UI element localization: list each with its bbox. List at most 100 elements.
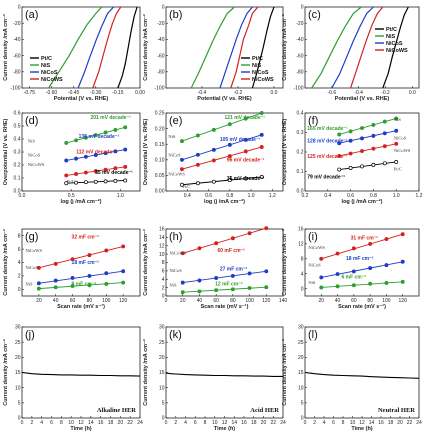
panel-label: (k) xyxy=(169,329,182,341)
x-tick-label: 4 xyxy=(323,420,326,426)
y-tick-label: 0 xyxy=(301,286,304,292)
legend-label: Pt/C xyxy=(386,27,397,33)
panel-label: (d) xyxy=(25,115,38,127)
data-point xyxy=(74,180,79,185)
y-tick-label: 0.20 xyxy=(155,126,165,132)
data-point xyxy=(103,179,108,184)
x-tick-label: 20 xyxy=(180,298,186,304)
x-tick-label: 20 xyxy=(319,298,325,304)
panel-caption: Acid HER xyxy=(250,407,279,414)
y-tick-label: 4 xyxy=(301,271,304,277)
slope-label: 27 mF cm⁻² xyxy=(220,267,248,273)
y-tick-label: -40 xyxy=(296,37,303,43)
y-tick-label: 2 xyxy=(18,274,21,280)
x-tick-label: 20 xyxy=(118,420,124,426)
x-tick-label: 0.5 xyxy=(68,193,75,199)
data-point xyxy=(195,152,200,157)
data-point xyxy=(335,284,340,289)
data-point xyxy=(360,149,364,153)
data-point xyxy=(121,269,126,274)
data-point xyxy=(230,236,235,241)
panel-caption: Neutral HER xyxy=(378,407,415,414)
y-tick-label: 25 xyxy=(298,340,304,346)
fit-line xyxy=(38,270,124,284)
data-point xyxy=(113,178,118,183)
legend-label: NiS xyxy=(41,63,51,69)
legend-label: Pt/C xyxy=(252,56,263,62)
data-point xyxy=(93,133,98,138)
data-point xyxy=(384,263,389,268)
data-point xyxy=(384,237,389,241)
data-point xyxy=(83,135,88,140)
slope-label: 35 mV decade⁻¹ xyxy=(227,176,265,182)
x-tick-label: 1.0 xyxy=(393,193,400,199)
x-axis-label: Potential (V vs. RHE) xyxy=(335,96,390,102)
fit-line xyxy=(38,245,124,269)
legend-label: NiS xyxy=(386,34,396,40)
y-tick-label: 10 xyxy=(298,385,304,391)
series-label: NiS xyxy=(170,283,178,288)
data-point xyxy=(180,139,184,144)
x-tick-label: 8 xyxy=(60,420,63,426)
fit-line xyxy=(339,143,397,157)
data-point xyxy=(53,278,58,283)
data-point xyxy=(36,265,41,270)
fit-line xyxy=(181,112,262,142)
panel-c: -0.6 -0.4 -0.2 0.0 -100 -80 -60 -40 -20 0 Potentia… xyxy=(281,5,420,102)
panel-e: 0.4 0.6 0.8 1.0 1.2 0.00 0.05 0.10 0.15 0.20 0.25 l… xyxy=(143,111,284,205)
panel-label: (l) xyxy=(308,329,318,341)
fit-line xyxy=(181,134,262,161)
data-point xyxy=(264,269,269,274)
y-tick-label: 0.15 xyxy=(155,142,165,148)
x-tick-label: 20 xyxy=(36,298,42,304)
y-tick-label: 15 xyxy=(15,370,21,376)
data-point xyxy=(211,127,216,132)
x-tick-label: 80 xyxy=(87,298,93,304)
x-tick-label: -0.75 xyxy=(24,90,36,96)
fit-line xyxy=(181,176,262,186)
data-point xyxy=(113,149,118,154)
data-point xyxy=(123,125,128,130)
x-tick-label: -0.4 xyxy=(354,90,363,96)
data-point xyxy=(121,280,126,285)
slope-label: 18 mF cm⁻² xyxy=(72,260,100,266)
panel-caption: Alkaline HER xyxy=(97,407,136,414)
x-tick-label: 22 xyxy=(270,420,276,426)
data-point xyxy=(394,159,399,164)
x-tick-label: 24 xyxy=(280,420,286,426)
y-tick-label: 20 xyxy=(15,355,21,361)
panel-label: (j) xyxy=(25,329,35,341)
data-point xyxy=(243,149,248,154)
data-point xyxy=(360,126,364,130)
data-point xyxy=(93,153,98,157)
x-tick-label: 0.6 xyxy=(347,193,354,199)
y-tick-label: 30 xyxy=(159,325,165,331)
x-axis-label: log (j /mA cm⁻²) xyxy=(204,198,245,205)
x-tick-label: 0.4 xyxy=(324,193,331,199)
x-tick-label: 6 xyxy=(50,420,53,426)
panel-b: -0.4 -0.2 0.0 -100 -80 -60 -40 -20 0 Potential (V… xyxy=(142,5,284,102)
data-point xyxy=(64,140,69,145)
x-tick-label: 100 xyxy=(245,298,254,304)
series-label: NiCoWS xyxy=(26,248,43,253)
data-point xyxy=(348,138,353,143)
y-tick-label: 0.0 xyxy=(14,189,21,195)
x-tick-label: -0.60 xyxy=(46,90,58,96)
data-point xyxy=(36,286,41,291)
x-tick-label: 20 xyxy=(261,420,267,426)
data-point xyxy=(121,244,126,249)
x-tick-label: -0.30 xyxy=(90,90,102,96)
x-tick-label: 6 xyxy=(194,420,197,426)
y-tick-label: 16 xyxy=(298,227,304,233)
y-tick-label: -20 xyxy=(157,21,164,27)
legend-label: NiCoWS xyxy=(252,77,274,83)
y-tick-label: -100 xyxy=(293,86,303,92)
slope-label: 112 mV decade⁻¹ xyxy=(76,150,116,156)
data-point xyxy=(70,284,75,288)
data-point xyxy=(335,272,340,276)
x-tick-label: 14 xyxy=(88,420,94,426)
x-axis-label: Time (h) xyxy=(70,426,91,432)
